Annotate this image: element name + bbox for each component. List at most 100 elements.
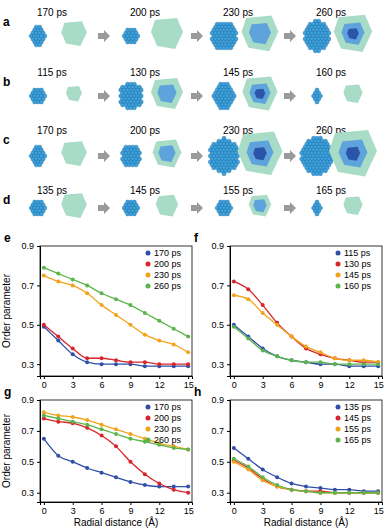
marker	[128, 360, 132, 364]
marker	[56, 272, 60, 276]
x-tick-mark	[234, 502, 235, 505]
panel-label: h	[194, 385, 201, 399]
series-line	[234, 460, 378, 492]
series-markers	[232, 460, 380, 495]
y-tick-label: 0.9	[211, 241, 224, 251]
y-tick: 0.9	[211, 241, 230, 251]
x-tick: 15	[374, 502, 384, 516]
marker	[290, 358, 294, 362]
legend-label: 230 ps	[154, 270, 182, 280]
x-tick: 9	[128, 502, 133, 516]
legend-swatch	[146, 273, 151, 278]
marker	[71, 352, 75, 356]
x-tick-label: 9	[318, 380, 323, 390]
marker	[290, 488, 294, 492]
series-markers	[232, 457, 380, 495]
y-tick-label: 0.3	[21, 360, 34, 370]
marker	[114, 358, 118, 362]
marker	[376, 491, 380, 495]
time-label: 145 ps	[130, 185, 160, 196]
legend: 170 ps200 ps230 ps260 ps	[146, 248, 182, 291]
series-line	[44, 412, 188, 449]
polyhedron-inner	[253, 199, 266, 212]
series-line	[44, 268, 188, 337]
polyhedron	[242, 76, 277, 110]
x-tick: 6	[290, 502, 295, 516]
marker	[290, 481, 294, 485]
series-markers	[232, 325, 380, 366]
polyhedron-core	[346, 147, 360, 161]
series-line	[44, 419, 188, 493]
panel-label: f	[194, 231, 199, 245]
snapshot-row: d135 ps145 ps155 ps165 ps	[3, 185, 363, 218]
panel-label: g	[4, 385, 11, 399]
legend-swatch	[146, 405, 151, 410]
y-axis-line	[227, 247, 231, 377]
atom-cluster	[303, 19, 331, 53]
polyhedron	[156, 195, 178, 217]
x-tick-mark	[292, 376, 293, 379]
polyhedron	[238, 132, 283, 175]
legend-label: 115 ps	[344, 248, 371, 258]
plot-frame	[230, 400, 382, 502]
marker	[333, 491, 337, 495]
legend-label: 130 ps	[344, 259, 372, 269]
y-axis: 0.30.50.70.9	[211, 241, 230, 376]
marker	[275, 354, 279, 358]
marker	[85, 466, 89, 470]
marker	[100, 303, 104, 307]
y-axis: 0.30.50.70.9	[211, 395, 230, 502]
panel-label: e	[4, 231, 11, 245]
y-tick-label: 0.5	[21, 457, 34, 467]
x-tick-mark	[292, 502, 293, 505]
x-tick-mark	[44, 376, 45, 379]
legend-swatch	[146, 284, 151, 289]
polyhedron-core	[347, 28, 359, 39]
atom	[225, 106, 229, 110]
marker	[157, 339, 161, 343]
marker	[275, 354, 279, 358]
x-tick: 6	[290, 376, 295, 390]
x-tick: 12	[155, 376, 165, 390]
y-tick-label: 0.5	[211, 320, 224, 330]
marker	[114, 313, 118, 317]
x-axis-title: Radial distance (Å)	[264, 516, 348, 528]
y-tick-label: 0.7	[211, 426, 224, 436]
arrow	[284, 202, 296, 214]
marker	[42, 274, 46, 278]
plot-area	[232, 446, 380, 495]
y-tick: 0.5	[21, 457, 40, 467]
x-tick-label: 9	[128, 380, 133, 390]
legend: 115 ps130 ps145 ps160 ps	[336, 248, 372, 291]
atom-cluster	[119, 82, 143, 110]
series-line	[44, 327, 188, 366]
series-line	[234, 295, 378, 362]
series-markers	[42, 410, 190, 451]
atom-cluster	[122, 28, 140, 44]
marker	[128, 432, 132, 436]
legend-label: 260 ps	[154, 435, 182, 445]
x-tick-label: 3	[261, 380, 266, 390]
x-tick-label: 12	[345, 380, 355, 390]
x-tick-mark	[320, 376, 321, 379]
x-tick-label: 3	[261, 506, 266, 516]
marker	[290, 488, 294, 492]
marker	[362, 491, 366, 495]
marker	[143, 360, 147, 364]
x-tick-mark	[130, 376, 131, 379]
legend-label: 160 ps	[344, 281, 372, 291]
y-tick: 0.3	[211, 360, 230, 370]
y-tick: 0.7	[21, 281, 40, 291]
marker	[275, 323, 279, 327]
atom-cluster	[312, 88, 323, 104]
atom	[132, 40, 136, 44]
y-tick-label: 0.3	[21, 488, 34, 498]
x-tick-mark	[102, 376, 103, 379]
y-tick: 0.5	[21, 320, 40, 330]
x-tick: 3	[261, 376, 266, 390]
panel-label: a	[3, 15, 10, 29]
polyhedron-inner	[339, 140, 368, 168]
y-tick: 0.3	[21, 488, 40, 498]
polyhedron	[249, 195, 271, 217]
polyhedron-core	[255, 89, 266, 99]
